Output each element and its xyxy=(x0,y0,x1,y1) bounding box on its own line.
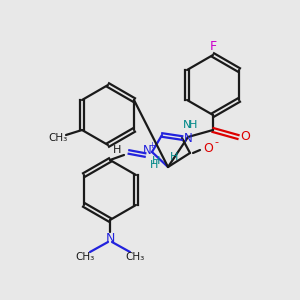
Text: H: H xyxy=(150,160,158,170)
Text: H: H xyxy=(189,120,197,130)
Text: N: N xyxy=(183,120,191,130)
Text: +: + xyxy=(148,140,155,149)
Text: N: N xyxy=(142,145,152,158)
Text: H: H xyxy=(113,145,121,155)
Text: N: N xyxy=(184,133,192,146)
Text: O: O xyxy=(240,130,250,143)
Text: CH₃: CH₃ xyxy=(48,133,68,143)
Text: F: F xyxy=(209,40,217,52)
Text: N: N xyxy=(105,232,115,244)
Text: CH₃: CH₃ xyxy=(125,252,145,262)
Text: H: H xyxy=(152,156,160,166)
Text: CH₃: CH₃ xyxy=(75,252,94,262)
Text: H: H xyxy=(170,152,178,162)
Text: -: - xyxy=(214,137,218,147)
Text: O: O xyxy=(203,142,213,154)
